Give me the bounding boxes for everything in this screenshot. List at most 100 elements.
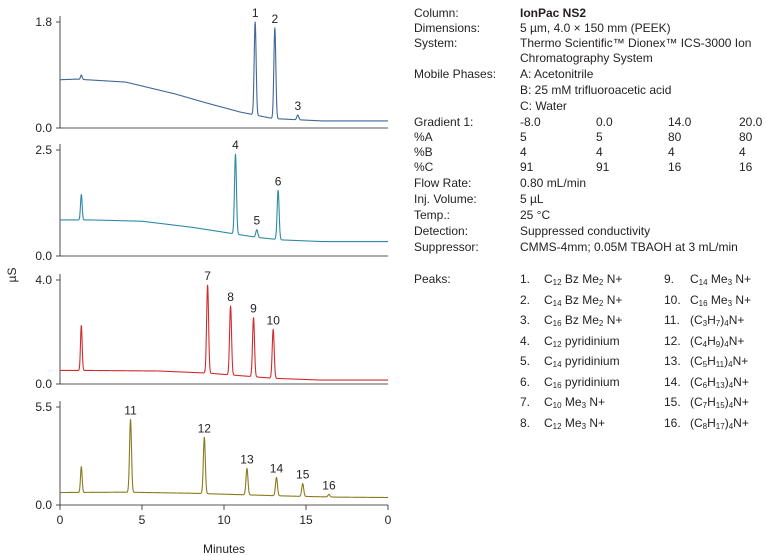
peak-compound: (C7H15)4N+ bbox=[690, 395, 749, 410]
mobile-phase-b: B: 25 mM trifluoroacetic acid bbox=[520, 83, 672, 97]
peak-label: 4 bbox=[232, 138, 239, 152]
mobile-phase-a: A: Acetonitrile bbox=[520, 67, 594, 81]
peak-compound: C14 Me3 N+ bbox=[690, 272, 752, 287]
peak-label: 13 bbox=[240, 452, 254, 466]
peak-compound: C12 pyridinium bbox=[544, 333, 620, 349]
peak-number: 9. bbox=[664, 272, 675, 286]
chromatogram-trace bbox=[59, 21, 389, 122]
x-tick-label: 10 bbox=[217, 513, 231, 527]
peak-label: 10 bbox=[267, 313, 281, 327]
gradient-cell: 4 bbox=[520, 145, 527, 159]
peak-number: 4. bbox=[520, 333, 531, 348]
gradient-cell: 80 bbox=[739, 130, 753, 144]
gradient-label: Gradient 1: bbox=[414, 115, 474, 129]
y-tick-label: 0.0 bbox=[35, 121, 52, 135]
x-tick-label: 5 bbox=[139, 513, 146, 527]
system-value-line2: Chromatography System bbox=[520, 51, 653, 65]
peak-compound: (C6H13)4N+ bbox=[690, 374, 749, 390]
peak-compound: C14 pyridinium bbox=[544, 354, 620, 369]
dimensions-value: 5 µm, 4.0 × 150 mm (PEEK) bbox=[520, 21, 671, 35]
peak-compound: (C3H7)4N+ bbox=[690, 313, 745, 328]
mobile-phase-c: C: Water bbox=[520, 99, 567, 113]
x-tick-label: 15 bbox=[299, 513, 313, 527]
peak-compound: C12 Bz Me2 N+ bbox=[544, 272, 623, 287]
peak-compound: C16 pyridinium bbox=[544, 374, 620, 390]
chromatogram-trace bbox=[59, 418, 389, 499]
peak-number: 8. bbox=[520, 415, 531, 430]
peak-compound: (C4H9)4N+ bbox=[690, 333, 745, 349]
x-tick-label: 0 bbox=[57, 513, 64, 527]
peak-compound: C16 Bz Me2 N+ bbox=[544, 313, 623, 328]
y-tick-label: 0.0 bbox=[35, 249, 52, 263]
peak-compound: C10 Me3 N+ bbox=[544, 395, 606, 410]
gradient-cell: 0.0 bbox=[596, 115, 613, 129]
peak-label: 1 bbox=[252, 6, 259, 20]
peak-label: 14 bbox=[270, 461, 284, 475]
peaks-label: Peaks: bbox=[414, 272, 451, 286]
column-label: Column: bbox=[414, 6, 459, 20]
peak-number: 16. bbox=[664, 415, 681, 430]
x-tick-label: 0 bbox=[385, 513, 392, 527]
detection-label: Detection: bbox=[414, 224, 469, 238]
gradient-cell: 91 bbox=[520, 160, 534, 174]
peak-compound: C14 Bz Me2 N+ bbox=[544, 292, 623, 308]
system-value-line1: Thermo Scientific™ Dionex™ ICS-3000 Ion bbox=[520, 36, 752, 50]
peak-label: 3 bbox=[294, 99, 301, 113]
peak-number: 12. bbox=[664, 333, 681, 348]
gradient-cell: 16 bbox=[668, 160, 682, 174]
peak-label: 11 bbox=[124, 403, 137, 417]
mobile-phases-label: Mobile Phases: bbox=[414, 67, 497, 81]
gradient-cell: 80 bbox=[668, 130, 682, 144]
gradient-cell: 5 bbox=[596, 130, 603, 144]
peak-number: 14. bbox=[664, 374, 681, 389]
flow-rate-value: 0.80 mL/min bbox=[520, 176, 587, 190]
y-axis-label: µS bbox=[5, 268, 19, 283]
peak-label: 16 bbox=[322, 478, 336, 492]
peak-number: 2. bbox=[520, 292, 531, 307]
suppressor-value: CMMS-4mm; 0.05M TBAOH at 3 mL/min bbox=[520, 240, 738, 254]
peak-label: 7 bbox=[204, 269, 211, 283]
column-value: IonPac NS2 bbox=[520, 6, 587, 20]
chromatogram-trace bbox=[59, 153, 389, 243]
peak-number: 15. bbox=[664, 395, 681, 409]
peak-label: 12 bbox=[198, 421, 212, 435]
peak-label: 9 bbox=[250, 302, 257, 316]
y-tick-label: 0.0 bbox=[35, 377, 52, 391]
gradient-cell: 20.0 bbox=[739, 115, 763, 129]
peak-number: 1. bbox=[520, 272, 531, 286]
system-label: System: bbox=[414, 36, 458, 50]
gradient-cell: 91 bbox=[596, 160, 610, 174]
gradient-cell: 4 bbox=[739, 145, 746, 159]
peak-number: 10. bbox=[664, 292, 681, 307]
temperature-label: Temp.: bbox=[414, 208, 451, 222]
gradient-cell: 4 bbox=[668, 145, 675, 159]
suppressor-label: Suppressor: bbox=[414, 240, 479, 254]
peak-label: 2 bbox=[271, 12, 278, 26]
peak-compound: (C8H17)4N+ bbox=[690, 415, 749, 431]
gradient-cell: 5 bbox=[520, 130, 527, 144]
chromatogram-trace bbox=[59, 284, 389, 381]
detection-value: Suppressed conductivity bbox=[520, 224, 651, 238]
gradient-label: %B bbox=[414, 145, 433, 159]
gradient-label: %A bbox=[414, 130, 433, 144]
peak-compound: (C5H11)4N+ bbox=[690, 354, 749, 369]
y-tick-label: 2.5 bbox=[35, 143, 52, 157]
y-tick-label: 1.8 bbox=[35, 15, 52, 29]
peak-number: 11. bbox=[664, 313, 680, 327]
peak-label: 8 bbox=[227, 290, 234, 304]
peak-label: 6 bbox=[275, 174, 282, 188]
peak-compound: C16 Me3 N+ bbox=[690, 292, 752, 308]
gradient-cell: 16 bbox=[739, 160, 753, 174]
x-axis-label: Minutes bbox=[203, 542, 245, 556]
peak-number: 5. bbox=[520, 354, 531, 368]
gradient-cell: 14.0 bbox=[668, 115, 692, 129]
peak-number: 13. bbox=[664, 354, 681, 368]
gradient-cell: 4 bbox=[596, 145, 603, 159]
peak-number: 3. bbox=[520, 313, 531, 327]
y-tick-label: 0.0 bbox=[35, 498, 52, 512]
y-tick-label: 4.0 bbox=[35, 273, 52, 287]
peak-label: 15 bbox=[296, 468, 310, 482]
peak-number: 7. bbox=[520, 395, 531, 409]
peak-compound: C12 Me3 N+ bbox=[544, 415, 606, 431]
